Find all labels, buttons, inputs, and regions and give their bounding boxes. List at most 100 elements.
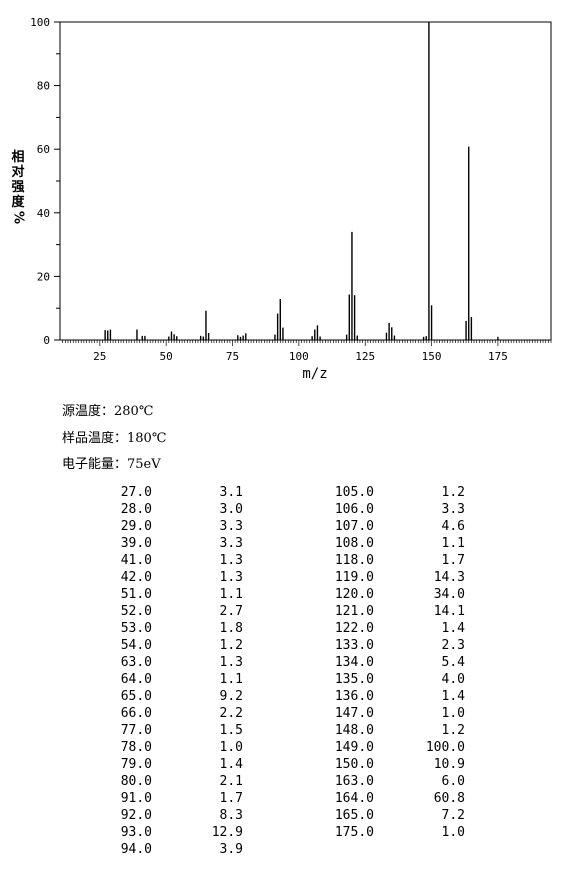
mz-cell: 175.0 [334,825,374,840]
mz-cell: 51.0 [120,587,152,602]
mz-cell: 136.0 [334,689,374,704]
intensity-cell: 1.0 [441,706,465,721]
intensity-cell: 2.7 [219,604,243,619]
mz-cell: 150.0 [334,757,374,772]
y-axis-label-char: 度 [11,195,25,210]
x-axis-label: m/z [302,366,328,382]
mz-cell: 149.0 [334,740,374,755]
intensity-cell: 1.3 [219,655,243,670]
intensity-cell: 3.9 [219,842,243,857]
mz-cell: 28.0 [120,502,152,517]
intensity-cell: 1.8 [219,621,243,636]
intensity-cell: 7.2 [441,808,465,823]
mz-cell: 80.0 [120,774,152,789]
mz-cell: 91.0 [120,791,152,806]
y-tick-label: 80 [37,80,50,93]
y-axis-label-char: 对 [11,165,25,180]
mz-cell: 120.0 [334,587,374,602]
intensity-cell: 3.1 [219,485,243,500]
intensity-cell: 1.1 [219,587,243,602]
x-tick-label: 100 [289,350,309,363]
x-tick-label: 150 [422,350,442,363]
intensity-cell: 8.3 [219,808,243,823]
mz-cell: 119.0 [334,570,374,585]
intensity-cell: 1.4 [441,621,465,636]
intensity-cell: 1.3 [219,553,243,568]
mz-cell: 64.0 [120,672,152,687]
mass-spectrum-chart: 0 20 40 60 80 100 25 50 75 100 125 150 175 [30,16,552,363]
mz-cell: 79.0 [120,757,152,772]
intensity-cell: 1.0 [219,740,243,755]
mz-cell: 106.0 [334,502,374,517]
intensity-cell: 1.0 [441,825,465,840]
intensity-cell: 100.0 [425,740,465,755]
intensity-cell: 1.7 [219,791,243,806]
x-tick-label: 50 [160,350,173,363]
intensity-cell: 1.7 [441,553,465,568]
intensity-cell: 14.3 [433,570,465,585]
x-tick-label: 25 [93,350,106,363]
x-tick-label: 125 [355,350,375,363]
intensity-cell: 1.3 [219,570,243,585]
mz-cell: 105.0 [334,485,374,500]
mz-cell: 94.0 [120,842,152,857]
sample-temperature: 样品温度：180℃ [62,431,167,446]
mz-cell: 78.0 [120,740,152,755]
y-tick-label: 100 [30,16,50,29]
intensity-cell: 2.2 [219,706,243,721]
intensity-cell: 3.3 [219,519,243,534]
mz-cell: 122.0 [334,621,374,636]
mz-cell: 133.0 [334,638,374,653]
intensity-cell: 1.1 [441,536,465,551]
y-tick-label: 20 [37,270,50,283]
mz-cell: 54.0 [120,638,152,653]
mz-cell: 165.0 [334,808,374,823]
intensity-cell: 4.6 [441,519,465,534]
intensity-cell: 1.2 [219,638,243,653]
y-axis-label-char: % [10,210,26,225]
y-axis-label-char: 强 [11,180,25,195]
mz-cell: 63.0 [120,655,152,670]
plot-frame [59,21,552,341]
intensity-cell: 1.4 [219,757,243,772]
intensity-cell: 1.5 [219,723,243,738]
intensity-cell: 3.0 [219,502,243,517]
electron-energy: 电子能量：75eV [62,457,161,472]
mz-cell: 53.0 [120,621,152,636]
mz-cell: 108.0 [334,536,374,551]
intensity-cell: 9.2 [219,689,243,704]
mz-cell: 164.0 [334,791,374,806]
y-axis-label-char: 相 [11,150,25,165]
mz-cell: 27.0 [120,485,152,500]
y-tick-label: 60 [37,143,50,156]
mz-cell: 65.0 [120,689,152,704]
mz-cell: 41.0 [120,553,152,568]
intensity-cell: 10.9 [433,757,465,772]
mz-cell: 92.0 [120,808,152,823]
mz-cell: 42.0 [120,570,152,585]
intensity-cell: 1.4 [441,689,465,704]
y-axis-label: 相 对 强 度 % [10,150,26,225]
mz-cell: 39.0 [120,536,152,551]
intensity-cell: 6.0 [441,774,465,789]
intensity-cell: 5.4 [441,655,465,670]
intensity-cell: 1.2 [441,723,465,738]
intensity-cell: 4.0 [441,672,465,687]
intensity-cell: 1.1 [219,672,243,687]
intensity-cell: 12.9 [211,825,243,840]
mz-cell: 52.0 [120,604,152,619]
mz-cell: 93.0 [120,825,152,840]
mz-cell: 163.0 [334,774,374,789]
intensity-cell: 14.1 [433,604,465,619]
mz-cell: 135.0 [334,672,374,687]
intensity-cell: 34.0 [433,587,465,602]
mz-cell: 29.0 [120,519,152,534]
mz-cell: 121.0 [334,604,374,619]
intensity-cell: 3.3 [441,502,465,517]
y-tick-label: 40 [37,207,50,220]
mz-cell: 148.0 [334,723,374,738]
intensity-cell: 60.8 [433,791,465,806]
y-tick-label: 0 [43,334,50,347]
intensity-cell: 2.1 [219,774,243,789]
x-tick-label: 75 [226,350,239,363]
